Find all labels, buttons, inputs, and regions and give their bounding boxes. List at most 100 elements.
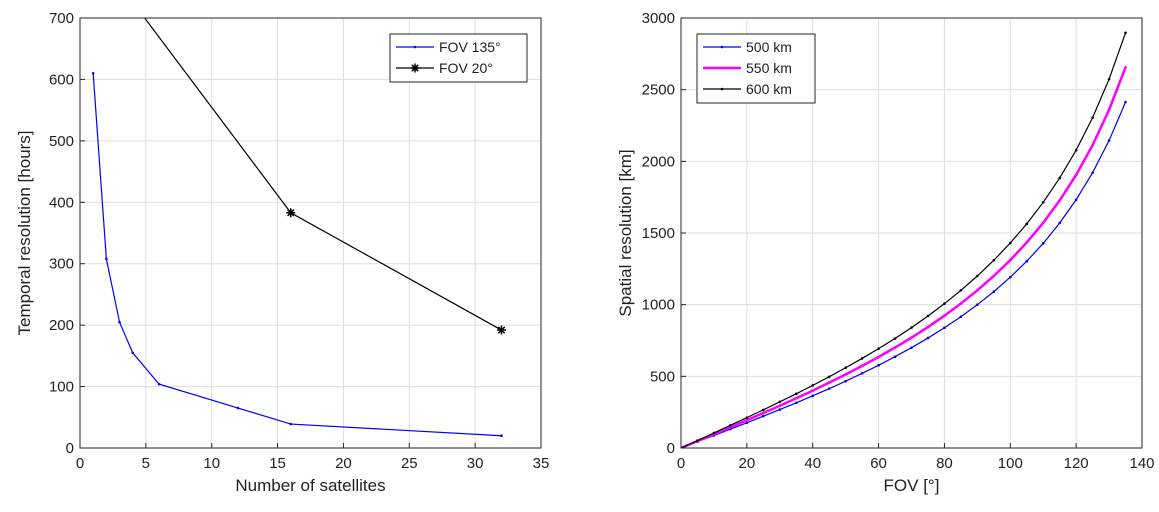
x-tick-label: 25	[401, 455, 418, 472]
legend-label: FOV 20°	[439, 60, 493, 76]
marker	[976, 274, 979, 278]
marker	[1025, 241, 1029, 244]
x-tick-label: 5	[142, 455, 150, 472]
marker	[1041, 221, 1045, 225]
line	[681, 101, 1127, 448]
marker	[1008, 275, 1012, 279]
marker	[410, 63, 420, 73]
marker	[844, 379, 847, 383]
marker	[1124, 31, 1127, 35]
marker	[1058, 199, 1061, 202]
marker	[720, 45, 724, 49]
marker	[860, 372, 864, 375]
marker	[877, 363, 880, 367]
marker	[762, 414, 765, 418]
marker	[745, 418, 749, 422]
marker	[1074, 173, 1078, 177]
marker	[893, 346, 897, 349]
marker	[1107, 139, 1111, 142]
marker	[1025, 222, 1029, 226]
y-tick-label: 200	[49, 317, 74, 334]
plot-area	[80, 18, 541, 448]
marker	[745, 416, 749, 419]
y-tick-label: 1000	[642, 297, 675, 314]
y-tick-label: 0	[66, 440, 74, 457]
marker	[943, 302, 946, 305]
marker	[844, 373, 847, 376]
y-tick-label: 2000	[642, 153, 675, 170]
marker	[1091, 143, 1094, 147]
x-tick-label: 10	[203, 455, 220, 472]
series-group	[681, 31, 1127, 448]
marker	[762, 408, 765, 412]
marker	[289, 422, 293, 426]
marker	[1041, 242, 1045, 245]
marker	[959, 315, 963, 319]
marker	[1124, 100, 1127, 104]
legend-box	[389, 33, 528, 83]
x-tick-label: 100	[998, 455, 1023, 472]
line	[681, 66, 1127, 448]
marker	[794, 401, 798, 405]
marker	[976, 289, 979, 292]
marker	[992, 290, 996, 293]
y-tick-label: 100	[49, 379, 74, 396]
marker	[1058, 176, 1061, 180]
marker	[811, 394, 815, 398]
marker	[943, 314, 946, 318]
marker	[1058, 221, 1061, 225]
marker	[893, 337, 897, 340]
marker	[910, 326, 913, 329]
x-tick-label: 80	[936, 455, 953, 472]
marker	[794, 392, 798, 396]
marker	[118, 320, 121, 324]
marker	[860, 357, 864, 360]
marker	[910, 336, 913, 339]
line	[92, 73, 502, 437]
marker	[827, 381, 831, 384]
marker	[729, 424, 732, 427]
marker	[413, 45, 417, 49]
y-tick-label: 500	[49, 133, 74, 150]
axes-box	[79, 17, 542, 449]
marker	[827, 375, 831, 379]
axes-box	[680, 17, 1143, 449]
marker	[1091, 116, 1094, 119]
marker	[794, 396, 798, 400]
y-tick-label: 3000	[642, 10, 675, 27]
series-group	[91, 0, 506, 438]
x-tick-label: 60	[870, 455, 887, 472]
x-tick-label: 0	[76, 455, 84, 472]
marker	[992, 274, 996, 278]
marker	[1124, 66, 1127, 69]
marker	[926, 336, 930, 340]
marker	[976, 303, 979, 306]
marker	[926, 325, 930, 329]
marker	[811, 384, 815, 387]
marker	[959, 302, 963, 305]
marker	[811, 389, 815, 392]
marker	[1008, 258, 1012, 262]
x-tick-label: 40	[804, 455, 821, 472]
y-tick-label: 600	[49, 71, 74, 88]
legend-label: 500 km	[746, 39, 792, 55]
legend: FOV 135° FOV 20°	[389, 33, 528, 83]
marker	[959, 289, 963, 292]
marker	[827, 387, 831, 390]
marker	[1074, 148, 1078, 152]
marker	[844, 366, 847, 370]
marker	[778, 404, 782, 408]
marker	[286, 208, 296, 218]
x-tick-label: 15	[269, 455, 286, 472]
marker	[696, 439, 699, 442]
axes: 0 5 10 15 20 25 30 35 0 100 200 300 400 500 600 700 Numb…	[15, 0, 550, 495]
x-axis-label: FOV [°]	[884, 476, 940, 495]
marker	[926, 314, 930, 318]
y-axis-label: Temporal resolution [hours]	[15, 130, 34, 335]
x-tick-label: 140	[1129, 455, 1154, 472]
x-tick-label: 35	[533, 455, 550, 472]
y-tick-label: 400	[49, 194, 74, 211]
y-tick-label: 700	[49, 10, 74, 27]
marker	[128, 0, 137, 7]
